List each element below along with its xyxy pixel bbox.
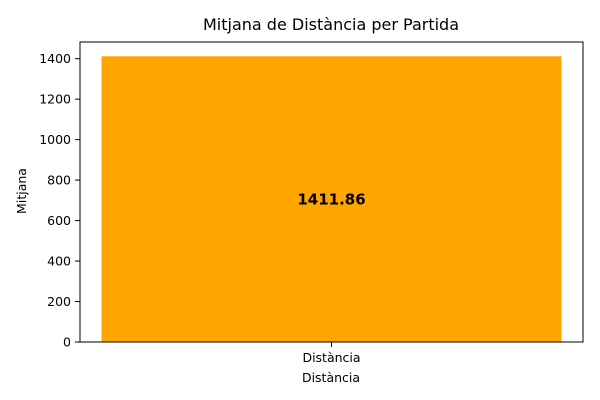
- x-tick-label: Distància: [302, 350, 360, 365]
- y-tick-label: 0: [63, 335, 71, 350]
- x-axis-ticks: Distància: [302, 342, 361, 365]
- x-axis-label: Distància: [302, 370, 360, 385]
- y-tick-label: 1000: [39, 132, 71, 147]
- bar-value-label: 1411.86: [297, 191, 365, 209]
- y-tick-label: 800: [47, 173, 71, 188]
- y-tick-label: 200: [47, 294, 71, 309]
- plot-frame: [79, 41, 584, 343]
- y-tick-label: 1200: [39, 92, 71, 107]
- y-tick-label: 1400: [39, 51, 71, 66]
- chart-title: Mitjana de Distància per Partida: [203, 15, 459, 34]
- bar: [101, 56, 562, 343]
- axes-frame: [79, 41, 584, 343]
- y-tick-label: 400: [47, 254, 71, 269]
- y-axis-ticks: 0 200 400 600 800 1000 1200 1400: [39, 51, 80, 350]
- y-axis-label: Mitjana: [14, 168, 29, 214]
- bars: 1411.86: [101, 56, 562, 343]
- y-tick-label: 600: [47, 213, 71, 228]
